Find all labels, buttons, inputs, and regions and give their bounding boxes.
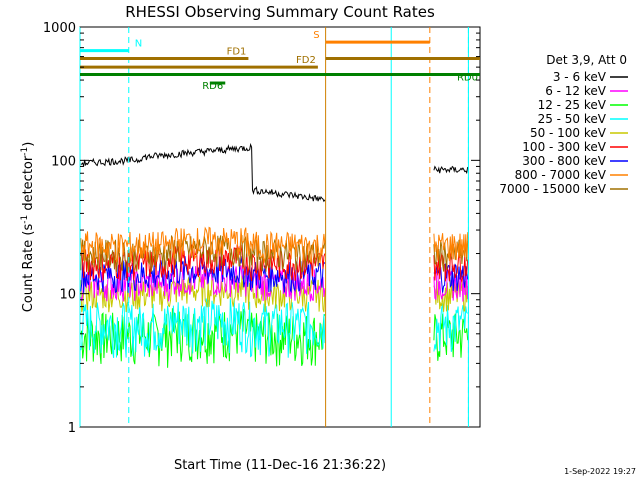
y-axis-label-mid: detector — [21, 155, 36, 215]
flag-label-fd2: FD2 — [296, 55, 316, 66]
series-line-3-6-keV — [80, 142, 469, 203]
x-axis-label: Start Time (11-Dec-16 21:36:22) — [174, 458, 386, 473]
flag-label-s: S — [313, 30, 319, 41]
legend-label: 25 - 50 keV — [538, 112, 607, 126]
legend-label: 7000 - 15000 keV — [499, 182, 606, 196]
flag-label-fd1: FD1 — [227, 47, 247, 58]
series-line-25-50-keV — [80, 298, 469, 358]
axes-layer: 110100100021:4522:0022:1522:3022:4523:00… — [43, 21, 480, 436]
legend-label: 800 - 7000 keV — [515, 168, 607, 182]
legend-label: 12 - 25 keV — [538, 98, 607, 112]
legend-label: 300 - 800 keV — [522, 154, 606, 168]
y-tick-label: 1000 — [43, 21, 76, 36]
y-tick-label: 10 — [59, 288, 76, 303]
y-axis-label-sup1: -1 — [20, 215, 30, 224]
chart-title: RHESSI Observing Summary Count Rates — [125, 3, 435, 21]
flag-label-rd0: RD0 — [457, 73, 478, 84]
y-axis-label: Count Rate (s-1 detector-1) — [20, 142, 36, 313]
legend-title: Det 3,9, Att 0 — [546, 53, 627, 67]
y-axis-label-sup2: -1 — [20, 147, 30, 156]
y-tick-label: 1 — [68, 421, 76, 436]
y-axis-label-post: ) — [21, 142, 36, 147]
flag-label-rd6: RD6 — [202, 81, 223, 92]
flag-label-n: N — [135, 39, 142, 50]
plot-frame — [79, 26, 481, 428]
plot-area — [80, 142, 469, 368]
legend-label: 6 - 12 keV — [545, 84, 607, 98]
footer-timestamp: 1-Sep-2022 19:27 — [564, 467, 636, 476]
flag-layer: N S FD1 FD2 RD0 RD6 — [79, 27, 480, 427]
y-axis-label-pre: Count Rate (s — [21, 224, 36, 313]
legend-label: 50 - 100 keV — [530, 126, 607, 140]
legend-label: 3 - 6 keV — [553, 70, 607, 84]
series-line-800-7000-keV — [80, 226, 469, 264]
legend-label: 100 - 300 keV — [522, 140, 606, 154]
y-tick-label: 100 — [51, 154, 76, 169]
